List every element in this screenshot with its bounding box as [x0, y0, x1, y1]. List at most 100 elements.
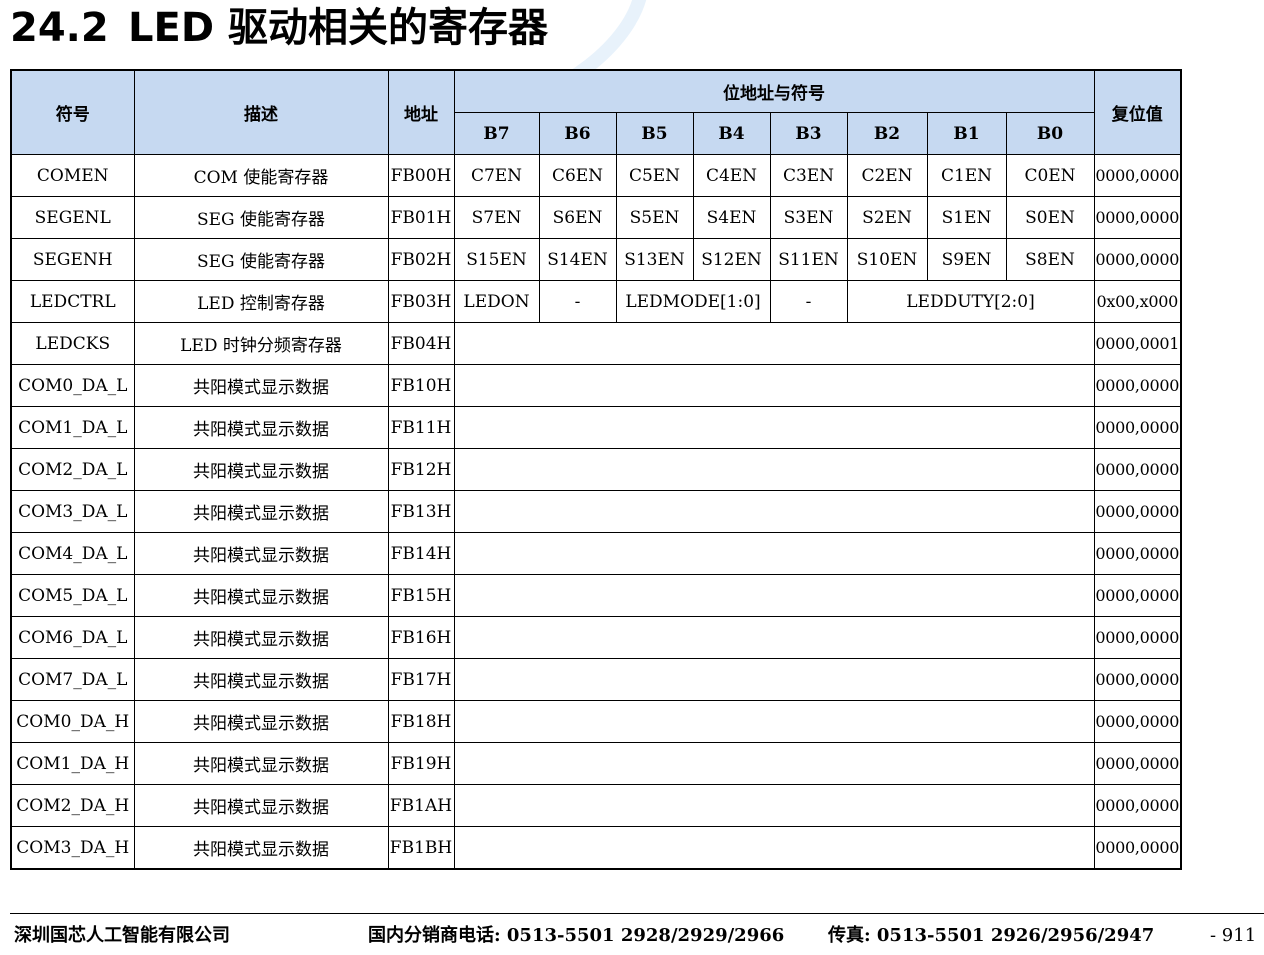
register-symbol: COM0_DA_H	[10, 700, 135, 743]
register-description: 共阳模式显示数据	[133, 826, 389, 870]
register-address: FB04H	[387, 322, 455, 365]
table-row: SEGENL SEG 使能寄存器 FB01H S7EN S6EN S5EN S4EN S3EN…	[10, 196, 1182, 239]
register-reset-value: 0000,0000	[1093, 574, 1182, 617]
bit-field: S6EN	[538, 196, 617, 239]
bit-field: S3EN	[769, 196, 848, 239]
footer-company: 深圳国芯人工智能有限公司	[14, 925, 230, 946]
header-bit-address-symbol: 位地址与符号	[453, 69, 1095, 113]
bit-field: S13EN	[615, 238, 694, 281]
register-symbol: COM1_DA_L	[10, 406, 135, 449]
register-reset-value: 0000,0000	[1093, 448, 1182, 491]
table-row: COM5_DA_L 共阳模式显示数据 FB15H 0000,0000	[10, 574, 1182, 617]
register-description: 共阳模式显示数据	[133, 742, 389, 785]
header-address: 地址	[387, 69, 455, 155]
register-address: FB11H	[387, 406, 455, 449]
register-symbol: COMEN	[10, 154, 135, 197]
table-row: COM4_DA_L 共阳模式显示数据 FB14H 0000,0000	[10, 532, 1182, 575]
table-row: LEDCKS LED 时钟分频寄存器 FB04H 0000,0001	[10, 322, 1182, 365]
table-row: COM1_DA_H 共阳模式显示数据 FB19H 0000,0000	[10, 742, 1182, 785]
register-address: FB17H	[387, 658, 455, 701]
register-address: FB1AH	[387, 784, 455, 827]
register-symbol: COM5_DA_L	[10, 574, 135, 617]
register-description: 共阳模式显示数据	[133, 616, 389, 659]
register-symbol: COM0_DA_L	[10, 364, 135, 407]
header-bit-b1: B1	[926, 112, 1007, 155]
bit-field: S0EN	[1005, 196, 1095, 239]
register-reset-value: 0000,0000	[1093, 658, 1182, 701]
bit-field-empty	[453, 406, 1095, 449]
table-row: COM1_DA_L 共阳模式显示数据 FB11H 0000,0000	[10, 406, 1182, 449]
bit-field: C2EN	[846, 154, 928, 197]
register-reset-value: 0000,0000	[1093, 742, 1182, 785]
register-description: LED 控制寄存器	[133, 280, 389, 323]
bit-field: S2EN	[846, 196, 928, 239]
bit-field: C0EN	[1005, 154, 1095, 197]
register-address: FB02H	[387, 238, 455, 281]
bit-field: S11EN	[769, 238, 848, 281]
bit-field-empty	[453, 574, 1095, 617]
bit-field-empty	[453, 826, 1095, 870]
register-description: 共阳模式显示数据	[133, 784, 389, 827]
register-description: 共阳模式显示数据	[133, 700, 389, 743]
bit-field: S15EN	[453, 238, 540, 281]
header-row-bits: B7 B6 B5 B4 B3 B2 B1 B0	[11, 112, 1181, 155]
register-symbol: LEDCTRL	[10, 280, 135, 323]
bit-field-empty	[453, 658, 1095, 701]
bit-field: S10EN	[846, 238, 928, 281]
table-row: SEGENH SEG 使能寄存器 FB02H S15EN S14EN S13EN S12EN…	[10, 238, 1182, 281]
bit-field: C4EN	[692, 154, 771, 197]
register-symbol: COM2_DA_H	[10, 784, 135, 827]
register-description: 共阳模式显示数据	[133, 364, 389, 407]
header-bit-b2: B2	[846, 112, 928, 155]
bit-field: C3EN	[769, 154, 848, 197]
register-address: FB13H	[387, 490, 455, 533]
register-reset-value: 0x00,x000	[1093, 280, 1182, 323]
register-address: FB00H	[387, 154, 455, 197]
register-reset-value: 0000,0000	[1093, 364, 1182, 407]
bit-field-empty	[453, 364, 1095, 407]
header-bit-b4: B4	[692, 112, 771, 155]
register-address: FB18H	[387, 700, 455, 743]
header-row-top: 符号 描述 地址 位地址与符号 复位值	[10, 69, 1182, 155]
register-reset-value: 0000,0000	[1093, 490, 1182, 533]
header-bit-b7: B7	[453, 112, 540, 155]
register-address: FB10H	[387, 364, 455, 407]
footer-fax: 传真: 0513-5501 2926/2956/2947	[828, 925, 1155, 946]
table-row: COM0_DA_H 共阳模式显示数据 FB18H 0000,0000	[10, 700, 1182, 743]
table-row: COM7_DA_L 共阳模式显示数据 FB17H 0000,0000	[10, 658, 1182, 701]
bit-field-empty	[453, 490, 1095, 533]
register-symbol: COM3_DA_L	[10, 490, 135, 533]
bit-field: LEDON	[453, 280, 540, 323]
header-bit-b0: B0	[1005, 112, 1095, 155]
register-description: 共阳模式显示数据	[133, 448, 389, 491]
register-description: 共阳模式显示数据	[133, 574, 389, 617]
register-description: 共阳模式显示数据	[133, 658, 389, 701]
table-row: COM3_DA_H 共阳模式显示数据 FB1BH 0000,0000	[10, 826, 1182, 870]
footer-phone: 国内分销商电话: 0513-5501 2928/2929/2966	[368, 925, 785, 946]
bit-field: LEDDUTY[2:0]	[846, 280, 1095, 323]
register-description: LED 时钟分频寄存器	[133, 322, 389, 365]
header-symbol: 符号	[10, 69, 135, 155]
register-description: SEG 使能寄存器	[133, 238, 389, 281]
register-address: FB1BH	[387, 826, 455, 870]
table-row: COM6_DA_L 共阳模式显示数据 FB16H 0000,0000	[10, 616, 1182, 659]
register-address: FB15H	[387, 574, 455, 617]
register-address: FB03H	[387, 280, 455, 323]
table-row: COM0_DA_L 共阳模式显示数据 FB10H 0000,0000	[10, 364, 1182, 407]
register-description: 共阳模式显示数据	[133, 532, 389, 575]
register-reset-value: 0000,0000	[1093, 406, 1182, 449]
bit-field: C6EN	[538, 154, 617, 197]
bit-field: -	[769, 280, 848, 323]
bit-field: S9EN	[926, 238, 1007, 281]
register-description: 共阳模式显示数据	[133, 406, 389, 449]
register-symbol: LEDCKS	[10, 322, 135, 365]
bit-field: S5EN	[615, 196, 694, 239]
bit-field: C7EN	[453, 154, 540, 197]
register-address: FB19H	[387, 742, 455, 785]
footer-divider	[10, 913, 1264, 914]
register-table: 符号 描述 地址 位地址与符号 复位值 B7 B6 B5 B4 B3 B2 B1 B0 COM…	[10, 69, 1182, 870]
table-row: COM2_DA_L 共阳模式显示数据 FB12H 0000,0000	[10, 448, 1182, 491]
register-reset-value: 0000,0000	[1093, 154, 1182, 197]
register-symbol: SEGENL	[10, 196, 135, 239]
header-description: 描述	[133, 69, 389, 155]
